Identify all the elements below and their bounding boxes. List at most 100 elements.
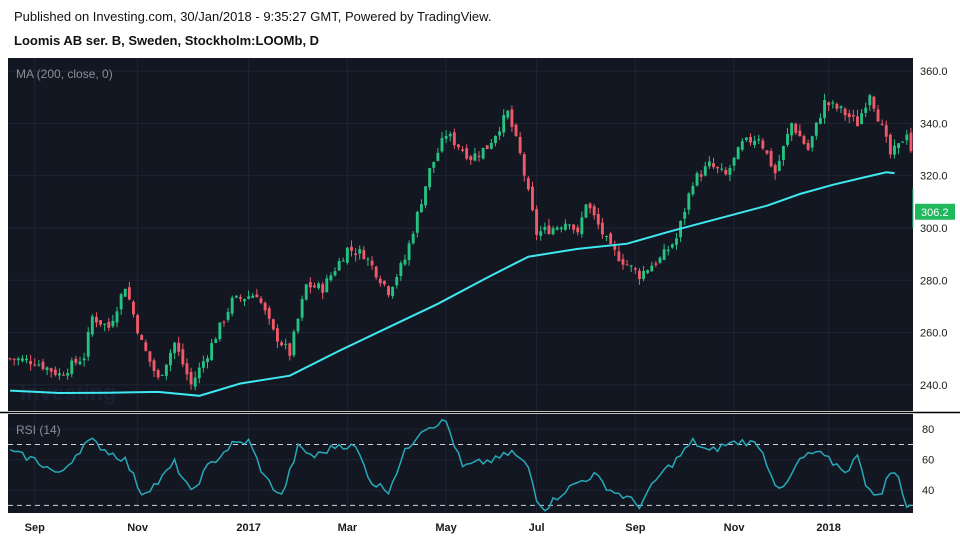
candle-body [851,115,855,117]
candle-body [358,249,362,254]
x-tick-label: May [435,522,457,534]
candle-body [547,225,551,235]
candle-body [395,276,399,286]
candle-body [20,358,24,361]
candle-body [300,299,304,318]
candle-body [8,358,12,360]
candle-body [897,143,901,149]
candle-body [638,270,641,280]
candle-body [728,167,732,175]
candle-body [699,174,703,177]
price-y-tick-label: 340.0 [920,118,948,130]
candle-body [629,265,633,267]
candle-body [732,157,736,166]
candle-body [596,213,600,225]
candle-body [214,339,218,343]
candle-body [160,374,164,376]
candle-body [362,250,366,260]
candle-body [526,178,530,190]
candle-body [522,154,526,176]
candle-body [724,169,728,175]
candle-body [781,146,785,160]
candle-body [119,294,123,310]
candle-body [831,102,835,104]
candle-body [872,96,876,109]
candle-body [514,124,518,136]
candle-body [12,358,16,360]
candle-body [777,160,781,171]
candle-body [695,173,699,186]
last-price-badge [915,203,955,220]
candle-body [707,161,711,167]
rsi-y-tick-label: 80 [922,424,934,436]
rsi-line [9,418,912,512]
published-line: Published on Investing.com, 30/Jan/2018 … [14,9,492,24]
candle-body [633,268,637,270]
candle-body [469,156,473,161]
candle-body [864,107,868,113]
candle-body [37,364,41,366]
candle-body [350,246,353,251]
candle-body [251,295,255,298]
candle-body [773,165,777,174]
candle-body [457,144,460,148]
candles-group [8,93,913,391]
candle-body [173,342,177,354]
candle-body [880,123,884,125]
candle-body [99,320,102,325]
candle-body [374,266,378,278]
candle-body [444,135,448,139]
candle-body [57,373,61,376]
candle-body [757,139,761,141]
candle-body [164,364,168,376]
candle-body [284,343,288,345]
candle-body [366,258,370,260]
candle-body [29,361,33,365]
candle-body [448,133,452,137]
candle-body [238,297,242,299]
candle-body [893,145,896,155]
candle-body [716,166,720,169]
candle-body [115,311,119,323]
candle-body [856,116,859,127]
candle-body [345,247,349,263]
candle-body [78,361,82,365]
candle-body [259,298,263,303]
candle-body [329,275,333,281]
candle-body [790,123,794,136]
candle-body [280,342,283,346]
ma-indicator-label: MA (200, close, 0) [16,67,113,81]
candle-body [609,233,613,244]
candle-body [292,331,296,356]
candle-body [230,297,234,314]
candle-body [580,217,584,235]
candle-body [839,106,843,109]
candle-body [296,318,300,332]
candle-body [551,228,555,235]
candle-body [753,140,757,145]
candle-body [691,185,695,195]
candle-body [45,367,49,371]
candle-body [181,349,185,365]
candle-body [703,166,707,176]
candle-body [687,193,691,210]
candle-body [646,270,650,273]
candle-body [494,135,497,144]
candle-body [621,259,625,265]
candle-body [588,203,592,209]
candle-body [749,136,752,143]
candle-body [806,143,810,150]
candle-body [136,315,140,334]
candle-body [354,253,358,255]
candle-body [720,168,724,170]
x-tick-label: Jul [529,522,545,534]
candle-body [148,351,152,362]
candle-body [761,140,765,149]
candle-body [572,224,576,230]
candle-body [539,231,543,236]
candle-body [74,358,78,363]
candle-body [382,280,386,285]
candle-body [905,134,909,141]
candle-body [642,270,645,279]
